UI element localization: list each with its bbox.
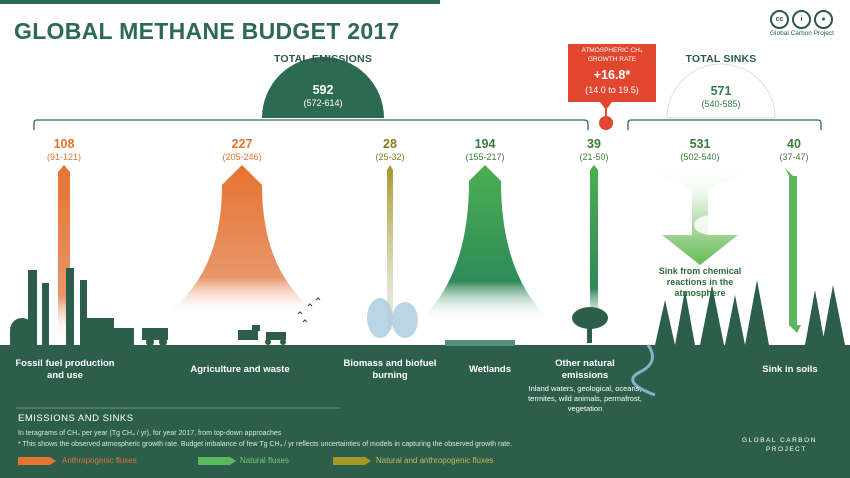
biomass-flow-arrow xyxy=(387,165,393,330)
growth-rate-value: +16.8* xyxy=(593,68,631,82)
fossil-label: Fossil fuel production and use xyxy=(15,358,115,381)
credit-text: Global Carbon Project xyxy=(770,30,834,37)
footer-note-growth: * This shows the observed atmospheric gr… xyxy=(18,441,513,448)
footer-note-units: In teragrams of CH₄ per year (Tg CH₄ / y… xyxy=(18,430,282,437)
growth-rate-box xyxy=(568,44,656,102)
total-emissions-header: TOTAL EMISSIONS xyxy=(273,53,373,65)
fossil-value: 108 xyxy=(53,137,75,151)
legend-anthropogenic: Anthropogenic fluxes xyxy=(62,456,137,465)
river xyxy=(631,344,656,397)
legend-mixed: Natural and anthropogenic fluxes xyxy=(376,456,494,465)
total-sinks-dome xyxy=(666,63,776,119)
total-emissions-range: (572-614) xyxy=(303,98,343,108)
brand-line-2: PROJECT xyxy=(766,446,807,453)
total-sinks-header: TOTAL SINKS xyxy=(685,53,757,65)
growth-rate-pointer xyxy=(600,102,612,110)
wetlands-value: 194 xyxy=(474,137,496,151)
biomass-label: Biomass and biofuel burning xyxy=(343,358,437,381)
agriculture-flow-arrow xyxy=(164,165,320,315)
other-natural-flow-arrow xyxy=(590,165,598,330)
agriculture-label: Agriculture and waste xyxy=(190,364,290,375)
biomass-value: 28 xyxy=(383,137,397,151)
atmosphere-sink-value: 531 xyxy=(689,137,711,151)
wetland-water xyxy=(445,340,515,346)
factory-silhouette xyxy=(10,268,134,346)
soil-sink-range: (37-47) xyxy=(779,152,809,162)
ground xyxy=(0,345,850,478)
by-icon: i xyxy=(792,10,811,29)
soil-sink-value: 40 xyxy=(787,137,801,151)
growth-rate-dot xyxy=(599,116,613,130)
clouds xyxy=(628,203,757,235)
growth-rate-range: (14.0 to 19.5) xyxy=(585,85,639,95)
other-natural-sublabel: Inland waters, geological, oceans, termi… xyxy=(528,384,642,413)
emissions-bracket xyxy=(33,119,589,130)
page-title: GLOBAL METHANE BUDGET 2017 xyxy=(14,18,400,44)
other-natural-range: (21-50) xyxy=(579,152,609,162)
farm-icons xyxy=(142,297,321,346)
total-emissions-dome xyxy=(262,57,384,118)
total-sinks-value: 571 xyxy=(710,84,732,98)
legend-swatch-natural xyxy=(198,457,236,465)
brand-line-1: GLOBAL CARBON xyxy=(742,437,817,444)
footer-heading: EMISSIONS AND SINKS xyxy=(18,413,134,424)
fossil-range: (91-121) xyxy=(46,152,82,162)
other-natural-label: Other natural emissions xyxy=(555,358,615,381)
biomass-range: (25-32) xyxy=(375,152,405,162)
total-emissions-value: 592 xyxy=(312,83,334,97)
wetlands-range: (155-217) xyxy=(465,152,505,162)
trees xyxy=(572,280,845,345)
soil-sink-label: Sink in soils xyxy=(762,364,818,375)
other-natural-value: 39 xyxy=(587,137,601,151)
legend-swatch-mixed xyxy=(333,457,371,465)
legend-natural: Natural fluxes xyxy=(240,456,289,465)
atmosphere-sink-label: Sink from chemical reactions in the atmo… xyxy=(658,266,742,298)
wetlands-flow-arrow xyxy=(420,165,550,320)
cc-icon: cc xyxy=(770,10,789,29)
total-sinks-range: (540-585) xyxy=(701,99,741,109)
fire-smoke xyxy=(367,298,418,338)
agriculture-range: (205-246) xyxy=(222,152,262,162)
growth-rate-header-2: GROWTH RATE xyxy=(587,56,637,63)
growth-rate-header-1: ATMOSPHERIC CH₄ xyxy=(581,47,643,54)
top-bar xyxy=(0,0,440,4)
atmosphere-sink-range: (502-540) xyxy=(680,152,720,162)
sinks-bracket xyxy=(627,119,822,130)
attribution-icon: ● xyxy=(814,10,833,29)
atmosphere-sink-arrow xyxy=(637,168,763,265)
agriculture-value: 227 xyxy=(231,137,253,151)
wetlands-label: Wetlands xyxy=(468,364,512,375)
legend-swatch-anthropogenic xyxy=(18,457,56,465)
